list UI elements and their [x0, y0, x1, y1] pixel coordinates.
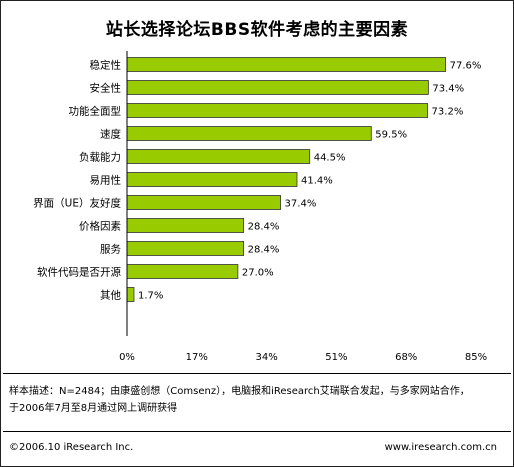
x-tick-label: 0% — [119, 352, 135, 363]
x-tick-label: 51% — [325, 352, 347, 363]
bar — [126, 287, 135, 302]
bar — [126, 172, 298, 187]
sample-description-line-1: 样本描述：N=2484；由康盛创想（Comsenz），电脑报和iResearch… — [9, 386, 470, 397]
data-label: 77.6% — [450, 61, 482, 72]
x-tick-label: 68% — [395, 352, 417, 363]
sample-description: 样本描述：N=2484；由康盛创想（Comsenz），电脑报和iResearch… — [9, 383, 507, 417]
data-label: 44.5% — [314, 153, 346, 164]
x-tick-label: 17% — [186, 352, 208, 363]
bar — [126, 126, 372, 141]
bar — [126, 241, 245, 256]
category-label: 稳定性 — [90, 59, 122, 72]
data-label: 59.5% — [375, 130, 407, 141]
x-tick-label: 34% — [255, 352, 277, 363]
category-label: 负载能力 — [79, 151, 121, 164]
data-label: 28.4% — [248, 245, 280, 256]
bar — [126, 195, 281, 210]
footer-divider-top — [3, 373, 511, 374]
category-label: 服务 — [100, 243, 121, 256]
copyright-text: ©2006.10 iResearch Inc. — [9, 442, 134, 453]
category-label: 易用性 — [90, 174, 122, 187]
category-label: 界面（UE）友好度 — [33, 197, 121, 210]
footer-divider-bottom — [3, 431, 511, 432]
bar — [126, 264, 239, 279]
category-label: 功能全面型 — [69, 105, 122, 118]
x-tick-label: 85% — [465, 352, 487, 363]
data-label: 37.4% — [285, 199, 317, 210]
bar — [126, 80, 429, 95]
sample-description-line-2: 于2006年7月至8月通过网上调研获得 — [9, 403, 178, 414]
category-label: 速度 — [100, 128, 121, 141]
bar — [126, 149, 311, 164]
category-label: 价格因素 — [79, 220, 121, 233]
chart-title: 站长选择论坛BBS软件考虑的主要因素 — [105, 20, 409, 40]
data-label: 73.2% — [432, 107, 464, 118]
data-label: 41.4% — [301, 176, 333, 187]
category-label: 软件代码是否开源 — [37, 266, 121, 279]
data-label: 27.0% — [242, 268, 274, 279]
category-label: 其他 — [100, 289, 121, 302]
website-link[interactable]: www.iresearch.com.cn — [384, 442, 497, 453]
data-label: 1.7% — [138, 291, 163, 302]
category-label: 安全性 — [90, 82, 122, 95]
data-label: 73.4% — [432, 84, 464, 95]
bar — [126, 103, 428, 118]
bar — [126, 218, 245, 233]
bar-chart: 稳定性 77.6% 安全性 73.4% 功能全面型 73.2% 速度 59.5% 负载能力 44.… — [33, 51, 487, 363]
data-label: 28.4% — [248, 222, 280, 233]
bar — [126, 57, 447, 72]
